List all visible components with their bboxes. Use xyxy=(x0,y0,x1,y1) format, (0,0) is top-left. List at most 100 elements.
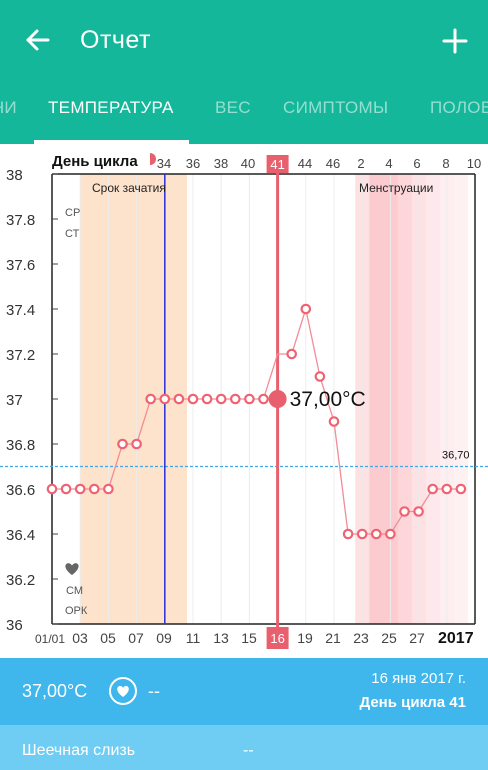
date-tick: 05 xyxy=(100,630,116,646)
date-tick: 23 xyxy=(353,630,369,646)
cycle-day-tick: 2 xyxy=(357,156,364,171)
temperature-point xyxy=(145,393,156,405)
summary-cycle-day: День цикла 41 xyxy=(359,694,466,711)
selected-date-label: 16 xyxy=(270,631,284,646)
tab-symptoms[interactable]: СИМПТОМЫ xyxy=(283,98,389,117)
tab-days[interactable]: ДНИ xyxy=(0,98,17,117)
menstruation-band xyxy=(453,174,469,624)
side-label-sm: СМ xyxy=(66,585,83,597)
cervical-mucus-value: -- xyxy=(243,742,254,759)
app-bar: Отчет xyxy=(0,0,488,82)
temperature-point xyxy=(230,393,241,405)
temperature-point xyxy=(201,393,213,405)
y-tick-label: 36.4 xyxy=(6,527,35,544)
temperature-point xyxy=(89,483,100,495)
temperature-point xyxy=(187,393,199,405)
temperature-chart[interactable]: 36 36.2 36.4 36.6 36.8 37 37.2 37.4 37.6 37.8 38 3… xyxy=(0,144,488,658)
cycle-day-tick: 44 xyxy=(298,156,312,171)
selected-cycle-day-label: 41 xyxy=(270,157,284,172)
date-tick: 19 xyxy=(297,630,313,646)
date-tick: 09 xyxy=(156,630,172,646)
date-tick: 27 xyxy=(409,630,425,646)
tab-sex[interactable]: ПОЛОВ xyxy=(430,98,488,117)
temperature-point xyxy=(427,483,438,495)
cycle-start-marker-icon xyxy=(150,153,156,165)
selected-temperature-label: 37,00°C xyxy=(290,388,366,411)
year-label: 2017 xyxy=(438,630,474,647)
cycle-day-tick: 46 xyxy=(326,156,340,171)
report-tabs: ДНИ ТЕМПЕРАТУРА ВЕС СИМПТОМЫ ПОЛОВ xyxy=(0,82,488,144)
temperature-point xyxy=(215,393,227,405)
date-tick: 11 xyxy=(186,630,201,646)
y-tick-label: 37.2 xyxy=(6,347,35,364)
y-tick-label: 36.8 xyxy=(6,437,35,454)
tab-weight[interactable]: ВЕС xyxy=(215,98,251,117)
selected-cycle-day-badge xyxy=(266,155,289,173)
cycle-day-tick: 36 xyxy=(186,156,200,171)
temperature-point xyxy=(244,393,255,405)
y-tick-label: 38 xyxy=(6,167,23,184)
cycle-day-tick: 40 xyxy=(241,156,255,171)
y-tick-label: 37.4 xyxy=(6,302,35,319)
y-tick-label: 36.2 xyxy=(6,572,35,589)
menstruation-band xyxy=(369,174,384,624)
y-tick-label: 37.6 xyxy=(6,257,35,274)
temperature-point xyxy=(173,393,185,405)
side-label-st: СТ xyxy=(65,228,80,240)
baseline-label: 36,70 xyxy=(442,450,470,462)
cycle-day-tick: 4 xyxy=(385,156,392,171)
temperature-point xyxy=(286,348,297,360)
temperature-point xyxy=(413,506,424,517)
side-label-sr: СР xyxy=(65,207,80,219)
temperature-point xyxy=(356,528,368,540)
temperature-point xyxy=(46,483,58,495)
cycle-day-tick: 10 xyxy=(467,156,481,171)
selected-day-summary: 37,00°C -- 16 янв 2017 г. День цикла 41 xyxy=(0,658,488,725)
menstruation-band xyxy=(425,174,440,624)
cervical-mucus-label: Шеечная слизь xyxy=(22,742,136,759)
selected-temperature-point xyxy=(268,390,287,408)
cycle-day-tick: 6 xyxy=(413,156,420,171)
cervical-mucus-row[interactable]: Шеечная слизь -- xyxy=(0,725,488,770)
summary-date: 16 янв 2017 г. xyxy=(371,670,466,687)
heart-outline-icon[interactable] xyxy=(109,677,137,705)
date-tick: 13 xyxy=(213,630,229,646)
temperature-point xyxy=(370,528,382,540)
temperature-point xyxy=(131,438,142,450)
temperature-point xyxy=(455,483,467,495)
cycle-day-tick: 34 xyxy=(157,156,171,171)
plus-icon[interactable] xyxy=(436,22,474,60)
arrow-left-icon[interactable] xyxy=(20,22,56,58)
cycle-day-tick: 8 xyxy=(442,156,449,171)
temperature-point xyxy=(103,483,114,495)
temperature-point xyxy=(399,506,410,517)
summary-intercourse-value: -- xyxy=(148,681,160,701)
temperature-point xyxy=(385,528,396,540)
cycle-day-axis-title: День цикла xyxy=(52,153,138,170)
heart-icon xyxy=(65,563,79,575)
page-title: Отчет xyxy=(80,26,151,54)
temperature-point xyxy=(441,483,453,495)
temperature-point xyxy=(314,371,326,382)
menstruation-label: Менструации xyxy=(359,181,433,195)
tab-indicator xyxy=(34,140,189,144)
temperature-point xyxy=(159,393,171,405)
temperature-point xyxy=(74,483,86,495)
y-tick-label: 36.6 xyxy=(6,482,35,499)
y-tick-label: 37.8 xyxy=(6,212,35,229)
temperature-point xyxy=(60,483,72,495)
date-tick: 01/01 xyxy=(35,632,65,646)
menstruation-band xyxy=(397,174,412,624)
fertile-window-label: Срок зачатия xyxy=(92,181,166,195)
summary-temperature: 37,00°C xyxy=(22,681,88,701)
side-label-opk: ОРК xyxy=(65,605,88,617)
date-tick: 25 xyxy=(381,630,397,646)
y-tick-label: 37 xyxy=(6,392,23,409)
date-tick: 21 xyxy=(325,630,341,646)
temperature-point xyxy=(258,393,269,405)
date-tick: 15 xyxy=(241,630,257,646)
date-tick: 03 xyxy=(72,630,88,646)
tab-temperature[interactable]: ТЕМПЕРАТУРА xyxy=(48,98,174,117)
temperature-point xyxy=(342,528,354,540)
temperature-point xyxy=(300,303,312,315)
